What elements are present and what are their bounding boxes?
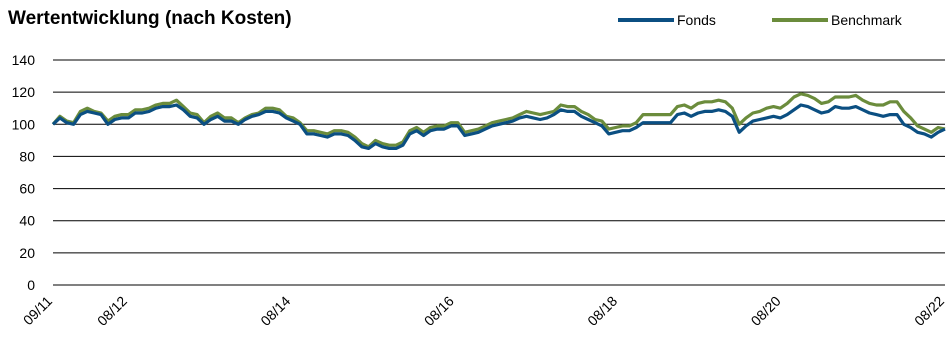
series-line-fonds [51, 103, 946, 150]
series-line-benchmark [51, 92, 946, 149]
y-tick-label-120: 120 [12, 84, 36, 100]
x-tick-label-08-14: 08/14 [257, 293, 293, 329]
x-tick-label-08-20: 08/20 [748, 293, 784, 329]
x-tick-label-08-22: 08/22 [911, 293, 947, 329]
y-tick-label-40: 40 [19, 213, 35, 229]
x-tick-label-08-18: 08/18 [584, 293, 620, 329]
y-tick-label-20: 20 [19, 245, 35, 261]
legend-label-benchmark: Benchmark [831, 12, 902, 28]
y-tick-label-60: 60 [19, 181, 35, 197]
legend-label-fonds: Fonds [677, 12, 716, 28]
chart-title: Wertentwicklung (nach Kosten) [8, 8, 292, 29]
y-tick-label-0: 0 [27, 277, 35, 293]
y-tick-label-140: 140 [12, 52, 36, 68]
x-tick-label-09-11: 09/11 [20, 293, 56, 329]
y-tick-label-80: 80 [19, 148, 35, 164]
x-tick-label-08-16: 08/16 [421, 293, 457, 329]
y-tick-label-100: 100 [12, 116, 36, 132]
legend-swatch-benchmark [772, 18, 828, 22]
legend-item-benchmark: Benchmark [772, 12, 902, 28]
legend-swatch-fonds [618, 18, 674, 22]
legend-item-fonds: Fonds [618, 12, 716, 28]
x-tick-label-08-12: 08/12 [94, 293, 130, 329]
